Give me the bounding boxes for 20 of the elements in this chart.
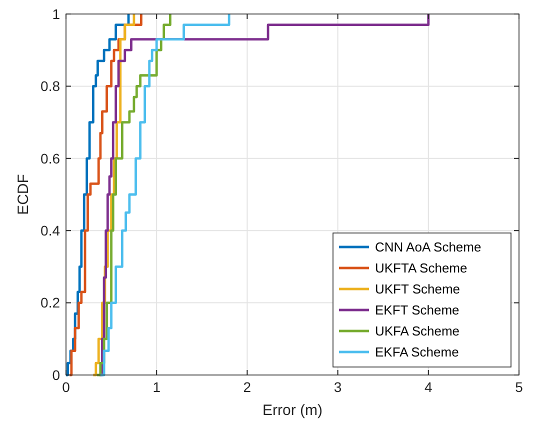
legend-label: CNN AoA Scheme [375,240,482,255]
x-tick-label: 5 [515,379,524,395]
y-tick-label: 0.2 [40,294,60,311]
y-tick-label: 0.4 [40,222,60,238]
y-tick-label: 1 [52,6,60,22]
x-tick-label: 0 [62,379,70,395]
y-tick-label: 0.6 [40,150,60,166]
x-axis-title: Error (m) [262,402,322,419]
x-tick-label: 2 [243,379,252,395]
y-tick-label: 0.8 [40,78,60,94]
legend-label: UKFA Scheme [375,324,460,339]
legend-label: EKFA Scheme [375,344,459,360]
x-tick-label: 1 [152,379,161,395]
legend-label: UKFT Scheme [375,282,460,297]
x-tick-label: 4 [424,379,432,395]
x-tick-label: 3 [334,379,342,395]
y-axis-title: ECDF [15,174,32,215]
legend-label: UKFTA Scheme [375,260,468,276]
y-tick-label: 0 [52,366,60,383]
legend-label: EKFT Scheme [375,302,460,318]
